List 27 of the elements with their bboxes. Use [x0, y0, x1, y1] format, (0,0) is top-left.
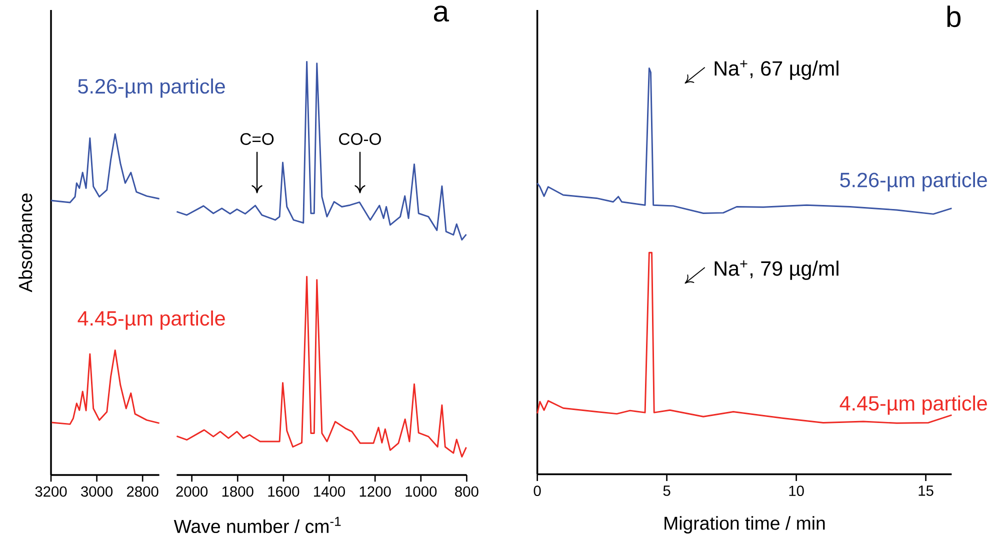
x-tick-label: 2000 [176, 486, 208, 497]
x-tick-label: 1000 [406, 486, 437, 497]
x-tick-label: 1800 [222, 486, 254, 497]
x-tick-label: 2800 [127, 486, 158, 497]
x-tick-label: 1400 [314, 486, 345, 497]
text: 5.26-µm particle [78, 78, 225, 98]
series-label: 4.45-µm particle [78, 310, 225, 330]
chart-title: a [434, 6, 450, 22]
x-tick-label: 3200 [35, 486, 67, 497]
x-tick-label: 0 [534, 486, 541, 496]
x-tick-label: 800 [455, 486, 478, 497]
x-axis-title: Migration time / min [664, 516, 825, 534]
annotation: CO-O [339, 133, 381, 145]
annotation: Na$^{+}$, 79 µg/ml [714, 260, 838, 280]
annotation: C=O [240, 133, 274, 145]
x-tick-label: 1600 [268, 486, 300, 497]
chart-title: b [947, 6, 961, 28]
x-axis-title: Wave number / cm$^{-1}$ [174, 516, 341, 534]
y-axis-title: Absorbance [18, 194, 32, 292]
x-tick-label: 3000 [81, 486, 113, 497]
x-tick-label: 1200 [360, 486, 391, 497]
x-tick-label: 5 [663, 486, 670, 496]
series-label: 5.26-µm particle [840, 172, 987, 192]
series-label: 4.45-µm particle [840, 395, 987, 415]
x-tick-label: 15 [918, 486, 934, 496]
annotation: Na$^{+}$, 67 µg/ml [714, 60, 838, 80]
x-tick-label: 10 [789, 486, 804, 496]
